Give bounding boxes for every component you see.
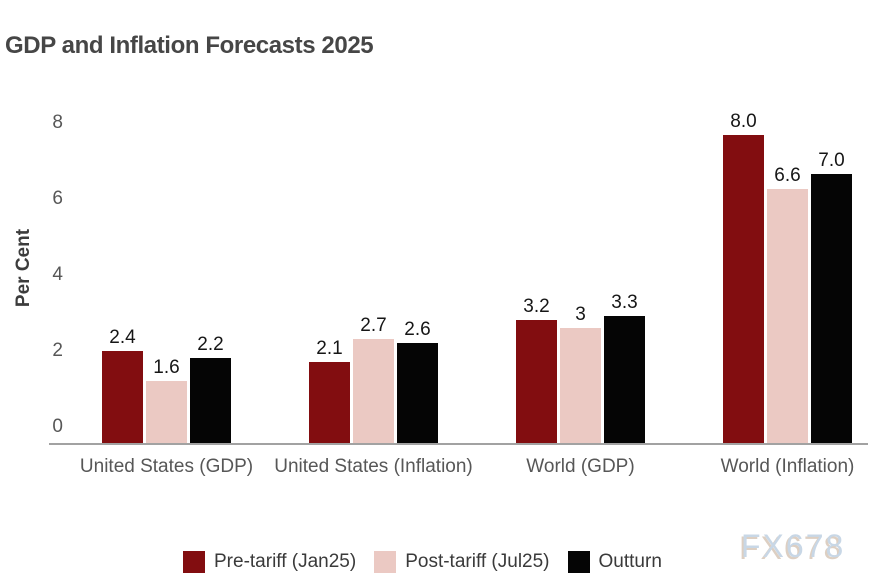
bar-value-label: 2.7 (360, 315, 387, 337)
bar-value-label: 8.0 (730, 111, 757, 132)
x-category-label: World (GDP) (526, 456, 635, 477)
bar-value-label: 3 (575, 303, 586, 325)
x-category-label: World (Inflation) (720, 456, 855, 477)
legend-item: Pre-tariff (Jan25) (183, 551, 356, 573)
bar (353, 339, 394, 443)
y-tick-label: 4 (52, 264, 63, 285)
bar-value-label: 7.0 (818, 149, 845, 171)
legend-swatch (183, 551, 205, 573)
y-tick-label: 6 (52, 188, 63, 209)
legend-item: Outturn (567, 551, 662, 573)
bar (560, 327, 601, 443)
legend-label: Post-tariff (Jul25) (405, 551, 550, 572)
bar (397, 342, 438, 443)
plot-area: 2.4 2.1 3.2 8.0 1.6 2.7 3 6.6 2.2 2.6 3.3 7.0 (49, 99, 868, 445)
x-category-label: United States (GDP) (79, 456, 254, 477)
y-tick-label: 2 (52, 340, 63, 361)
bar-value-label: 3.3 (611, 291, 638, 313)
watermark: FX678 (741, 528, 846, 564)
legend-swatch (374, 551, 397, 573)
bar (190, 358, 231, 443)
bar-value-label: 2.1 (316, 338, 343, 360)
bar (604, 315, 645, 443)
bar (723, 135, 764, 443)
bar (102, 350, 143, 443)
bar (516, 319, 557, 443)
legend-label: Pre-tariff (Jan25) (214, 551, 357, 572)
chart-title: GDP and Inflation Forecasts 2025 (5, 32, 374, 59)
bar (146, 381, 187, 443)
legend-item: Post-tariff (Jul25) (374, 551, 550, 573)
bar (767, 188, 808, 443)
y-tick-label: 0 (52, 416, 63, 437)
bar (309, 362, 350, 443)
bar-value-label: 1.6 (153, 357, 180, 379)
y-tick-label: 8 (52, 112, 63, 133)
bar (811, 173, 852, 443)
legend: Pre-tariff (Jan25) Post-tariff (Jul25) Out… (183, 551, 662, 573)
legend-label: Outturn (598, 551, 662, 572)
bar-value-label: 6.6 (774, 164, 801, 186)
x-category-label: United States (Inflation) (274, 456, 473, 477)
bar-value-label: 2.2 (197, 334, 224, 356)
bar-value-label: 2.6 (404, 318, 431, 340)
bar-value-label: 2.4 (109, 326, 136, 348)
legend-swatch (567, 551, 590, 573)
bar-value-label: 3.2 (523, 295, 550, 317)
